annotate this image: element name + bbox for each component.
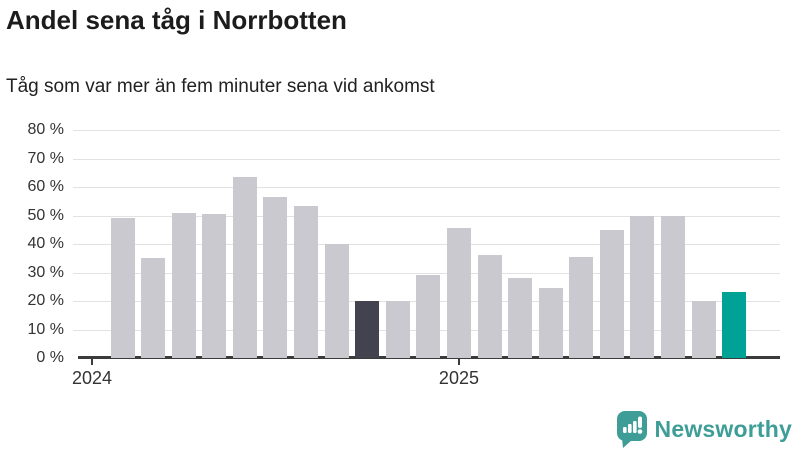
x-axis-tick: [91, 358, 93, 365]
bar: [661, 215, 686, 358]
bar: [324, 244, 349, 358]
y-tick-label: 20 %: [27, 292, 64, 309]
bar: [538, 288, 563, 358]
y-tick-label: 60 %: [27, 178, 64, 195]
x-axis-tick: [457, 358, 460, 365]
y-tick-label: 10 %: [27, 320, 64, 338]
newsworthy-logo: Newsworthy: [616, 410, 792, 448]
y-tick-label: 0 %: [36, 349, 64, 366]
y-tick-label: 70 %: [27, 149, 64, 167]
bar: [202, 214, 227, 358]
bar: [171, 212, 196, 358]
gridline: [73, 272, 780, 274]
bar: [141, 258, 166, 358]
newsworthy-chart-bubble-icon: [616, 411, 647, 448]
x-tick-label: 2024: [71, 368, 113, 388]
bar: [630, 215, 655, 358]
bar: [385, 301, 410, 358]
bar-latest-highlight: [722, 292, 747, 358]
bar: [232, 177, 257, 358]
gridline: [73, 158, 780, 160]
y-tick-label: 50 %: [27, 206, 64, 224]
gridline: [73, 215, 780, 217]
bar: [263, 196, 288, 358]
bar: [599, 229, 624, 358]
plot-area: 2024 2025: [72, 130, 780, 388]
chart-title: Andel sena tåg i Norrbotten: [6, 5, 347, 35]
gridline: [73, 130, 780, 131]
bar: [294, 205, 319, 358]
bar: [508, 278, 533, 358]
bar: [416, 275, 441, 358]
y-axis-labels: 0 % 10 % 20 % 30 % 40 % 50 % 60 % 70 % 80 %: [0, 121, 64, 366]
newsworthy-wordmark: Newsworthy: [654, 415, 792, 442]
y-tick-label: 80 %: [27, 121, 64, 138]
chart-subtitle: Tåg som var mer än fem minuter sena vid …: [6, 76, 435, 97]
bar: [691, 301, 716, 358]
y-tick-label: 30 %: [27, 263, 64, 281]
bar: [477, 255, 502, 358]
bar: [110, 218, 135, 358]
x-tick-label: 2025: [438, 368, 479, 388]
gridline: [73, 187, 780, 188]
bar: [569, 256, 594, 358]
gridline: [73, 244, 780, 245]
bar: [446, 228, 471, 358]
bar-comparison-highlight: [355, 301, 380, 358]
y-tick-label: 40 %: [27, 235, 64, 252]
